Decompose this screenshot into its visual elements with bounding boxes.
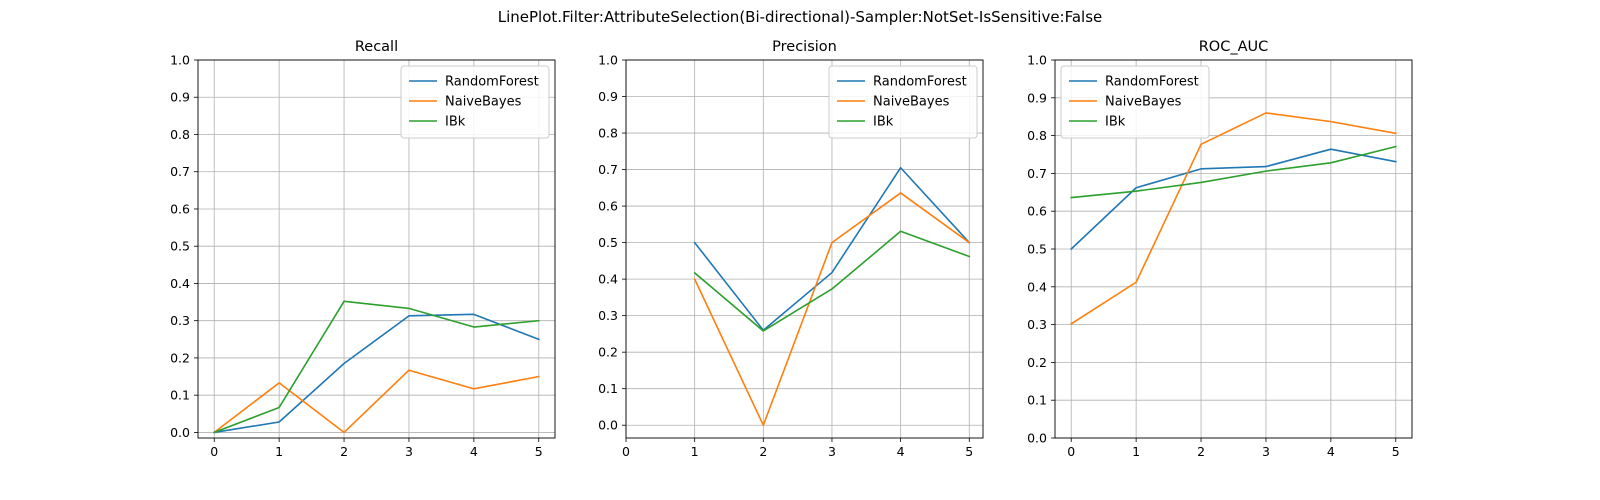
axes-frame — [197, 59, 556, 439]
y-tick-label: 0.2 — [1027, 355, 1047, 370]
y-tick-label: 0.6 — [1027, 204, 1047, 219]
y-tick-label: 0.2 — [598, 345, 618, 360]
legend-entry: IBk — [1105, 115, 1126, 130]
x-tick-label: 2 — [759, 444, 767, 459]
y-tick-label: 1.0 — [1027, 53, 1047, 68]
legend-entry: NaiveBayes — [873, 95, 950, 110]
x-tick-label: 1 — [1132, 444, 1140, 459]
panel-title: Recall — [355, 39, 398, 55]
x-tick-label: 4 — [470, 444, 478, 459]
x-tick-label: 0 — [210, 444, 218, 459]
legend: RandomForest NaiveBayes IBk — [828, 65, 978, 139]
legend-entry: RandomForest — [445, 75, 539, 90]
legend-box — [400, 65, 550, 139]
y-tick-label: 0.3 — [598, 308, 618, 323]
legend-entry: IBk — [445, 115, 466, 130]
series-line-randomforest — [1070, 148, 1397, 251]
y-tick-label: 0.2 — [170, 350, 190, 365]
series-line-ibk — [1070, 145, 1397, 199]
x-tick-label: 0 — [622, 444, 630, 459]
y-tick-label: 0.3 — [1027, 317, 1047, 332]
chart-panel-3: ROC_AUC 0.0 0.1 0.2 0.3 0.4 0.5 0.6 0.7 0.8 0.9 1.0… — [1027, 39, 1413, 459]
y-tick-label: 1.0 — [170, 53, 190, 68]
series-line-naivebayes — [693, 192, 971, 427]
x-tick-label: 2 — [340, 444, 348, 459]
series-line-ibk — [693, 230, 971, 332]
x-tick-label: 0 — [1067, 444, 1075, 459]
y-tick-label: 0.1 — [598, 381, 618, 396]
x-tick-label: 5 — [535, 444, 543, 459]
y-tick-label: 0.8 — [170, 127, 190, 142]
y-tick-label: 0.0 — [598, 418, 618, 433]
legend-entry: NaiveBayes — [445, 95, 522, 110]
panel-title: Precision — [772, 39, 837, 55]
y-tick-label: 1.0 — [598, 53, 618, 68]
panel-title: ROC_AUC — [1199, 39, 1269, 55]
y-tick-label: 0.7 — [170, 164, 190, 179]
x-tick-label: 3 — [405, 444, 413, 459]
y-tick-label: 0.9 — [1027, 90, 1047, 105]
x-tick-label: 2 — [1197, 444, 1205, 459]
y-tick-label: 0.4 — [598, 272, 618, 287]
x-tick-label: 5 — [965, 444, 973, 459]
x-tick-label: 4 — [897, 444, 905, 459]
y-tick-label: 0.6 — [170, 201, 190, 216]
chart-panel-1: Recall 0.0 0.1 0.2 0.3 0.4 0.5 0.6 0.7 0.8 0.9 1.0 0… — [170, 39, 556, 459]
y-tick-label: 0.9 — [598, 89, 618, 104]
axes-frame — [625, 59, 984, 439]
series-line-ibk — [213, 300, 540, 434]
series-line-randomforest — [213, 313, 540, 434]
x-tick-label: 3 — [828, 444, 836, 459]
y-tick-label: 0.8 — [598, 126, 618, 141]
y-tick-label: 0.1 — [170, 388, 190, 403]
figure-suptitle: LinePlot.Filter:AttributeSelection(Bi-di… — [498, 8, 1103, 26]
x-tick-label: 1 — [275, 444, 283, 459]
y-tick-label: 0.1 — [1027, 393, 1047, 408]
legend-entry: RandomForest — [873, 75, 967, 90]
series-line-naivebayes — [213, 369, 540, 434]
legend-box — [828, 65, 978, 139]
legend-entry: IBk — [873, 115, 894, 130]
y-tick-label: 0.5 — [1027, 242, 1047, 257]
chart-panel-2: Precision 0.0 0.1 0.2 0.3 0.4 0.5 0.6 0.7 0.8 0.9 1… — [598, 39, 984, 459]
x-tick-label: 3 — [1262, 444, 1270, 459]
x-tick-label: 5 — [1392, 444, 1400, 459]
chart-panels: Recall 0.0 0.1 0.2 0.3 0.4 0.5 0.6 0.7 0.8 0.9 1.0 0… — [170, 39, 1413, 459]
y-tick-label: 0.7 — [598, 162, 618, 177]
y-tick-label: 0.4 — [1027, 279, 1047, 294]
axes-frame — [1054, 59, 1413, 439]
legend: RandomForest NaiveBayes IBk — [400, 65, 550, 139]
legend-entry: NaiveBayes — [1105, 95, 1182, 110]
y-tick-label: 0.5 — [170, 239, 190, 254]
series-line-naivebayes — [1070, 112, 1397, 325]
y-tick-label: 0.0 — [170, 425, 190, 440]
x-tick-label: 4 — [1327, 444, 1335, 459]
legend: RandomForest NaiveBayes IBk — [1060, 65, 1210, 139]
y-tick-label: 0.5 — [598, 235, 618, 250]
y-tick-label: 0.6 — [598, 199, 618, 214]
legend-box — [1060, 65, 1210, 139]
x-tick-label: 1 — [691, 444, 699, 459]
y-tick-label: 0.3 — [170, 313, 190, 328]
y-tick-label: 0.0 — [1027, 431, 1047, 446]
legend-entry: RandomForest — [1105, 75, 1199, 90]
y-tick-label: 0.8 — [1027, 128, 1047, 143]
y-tick-label: 0.4 — [170, 276, 190, 291]
y-tick-label: 0.7 — [1027, 166, 1047, 181]
series-line-randomforest — [693, 166, 971, 332]
y-tick-label: 0.9 — [170, 90, 190, 105]
